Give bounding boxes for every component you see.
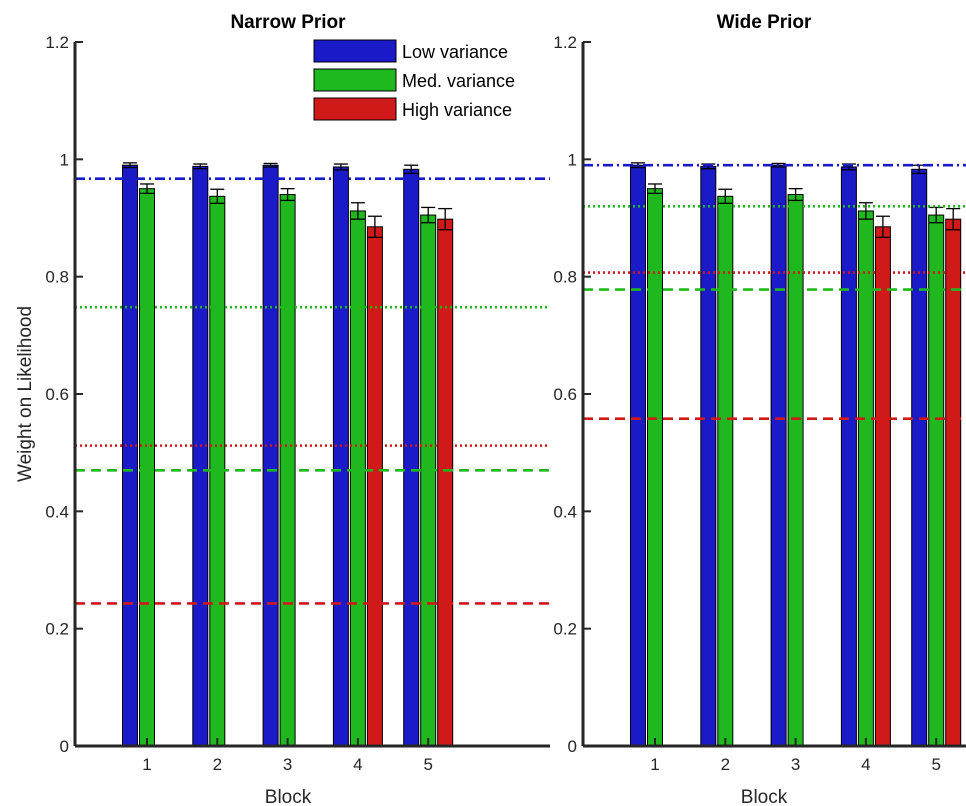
bar	[332, 166, 349, 747]
bar	[787, 194, 804, 747]
legend-label: High variance	[402, 100, 512, 120]
bar	[928, 214, 945, 747]
y-tick-label: 0.4	[553, 502, 577, 521]
x-tick-label: 2	[213, 755, 222, 774]
legend-swatch	[313, 39, 397, 63]
y-tick-label: 0.8	[45, 268, 69, 287]
x-axis-label: Block	[741, 787, 788, 806]
x-axis-label: Block	[265, 787, 312, 806]
bar	[840, 166, 857, 747]
y-tick-label: 1	[568, 150, 577, 169]
legend-label: Med. variance	[402, 71, 515, 91]
y-tick-label: 0	[60, 737, 69, 756]
bar	[700, 165, 717, 747]
bar	[911, 168, 928, 747]
y-tick-label: 0.2	[45, 620, 69, 639]
bar	[349, 210, 366, 747]
bar	[366, 226, 383, 747]
x-tick-label: 3	[791, 755, 800, 774]
y-tick-label: 1.2	[45, 33, 69, 52]
chart-title: Wide Prior	[717, 12, 812, 33]
chart-title: Narrow Prior	[230, 12, 346, 33]
y-tick-label: 0.8	[553, 268, 577, 287]
legend-label: Low variance	[402, 42, 508, 62]
x-tick-label: 5	[423, 755, 432, 774]
panel-narrow-prior: 0 0.2 0.4 0.6 0.8 1 1.2 1 2 3 4 5 Narrow Prior Block W…	[15, 12, 550, 806]
x-tick-label: 2	[721, 755, 730, 774]
bar	[945, 218, 962, 747]
bar	[122, 164, 138, 747]
bar	[874, 226, 891, 747]
x-tick-label: 1	[142, 755, 151, 774]
legend: Low variance Med. variance High variance	[310, 38, 538, 124]
bar	[437, 218, 454, 747]
bar	[139, 188, 155, 747]
y-tick-label: 0.2	[553, 620, 577, 639]
bar	[857, 210, 874, 747]
bar	[192, 165, 209, 747]
y-tick-label: 0	[568, 737, 577, 756]
legend-swatch	[313, 97, 397, 121]
legend-swatch	[313, 68, 397, 92]
bar	[420, 214, 437, 747]
y-tick-label: 0.6	[553, 385, 577, 404]
bar	[403, 168, 420, 747]
bar	[262, 164, 279, 747]
x-tick-label: 4	[861, 755, 870, 774]
y-tick-label: 1.2	[553, 33, 577, 52]
x-tick-label: 1	[650, 755, 659, 774]
bar	[770, 164, 787, 747]
y-tick-label: 0.6	[45, 385, 69, 404]
panel-wide-prior: 0 0.2 0.4 0.6 0.8 1 1.2 1 2 3 4 5 Wide Prior Block	[553, 12, 966, 806]
y-tick-label: 1	[60, 150, 69, 169]
x-tick-label: 3	[283, 755, 292, 774]
bar	[630, 164, 646, 747]
bar	[717, 195, 734, 747]
x-tick-label: 5	[931, 755, 940, 774]
x-tick-label: 4	[353, 755, 362, 774]
y-tick-label: 0.4	[45, 502, 69, 521]
y-axis-label: Weight on Likelihood	[15, 306, 36, 482]
